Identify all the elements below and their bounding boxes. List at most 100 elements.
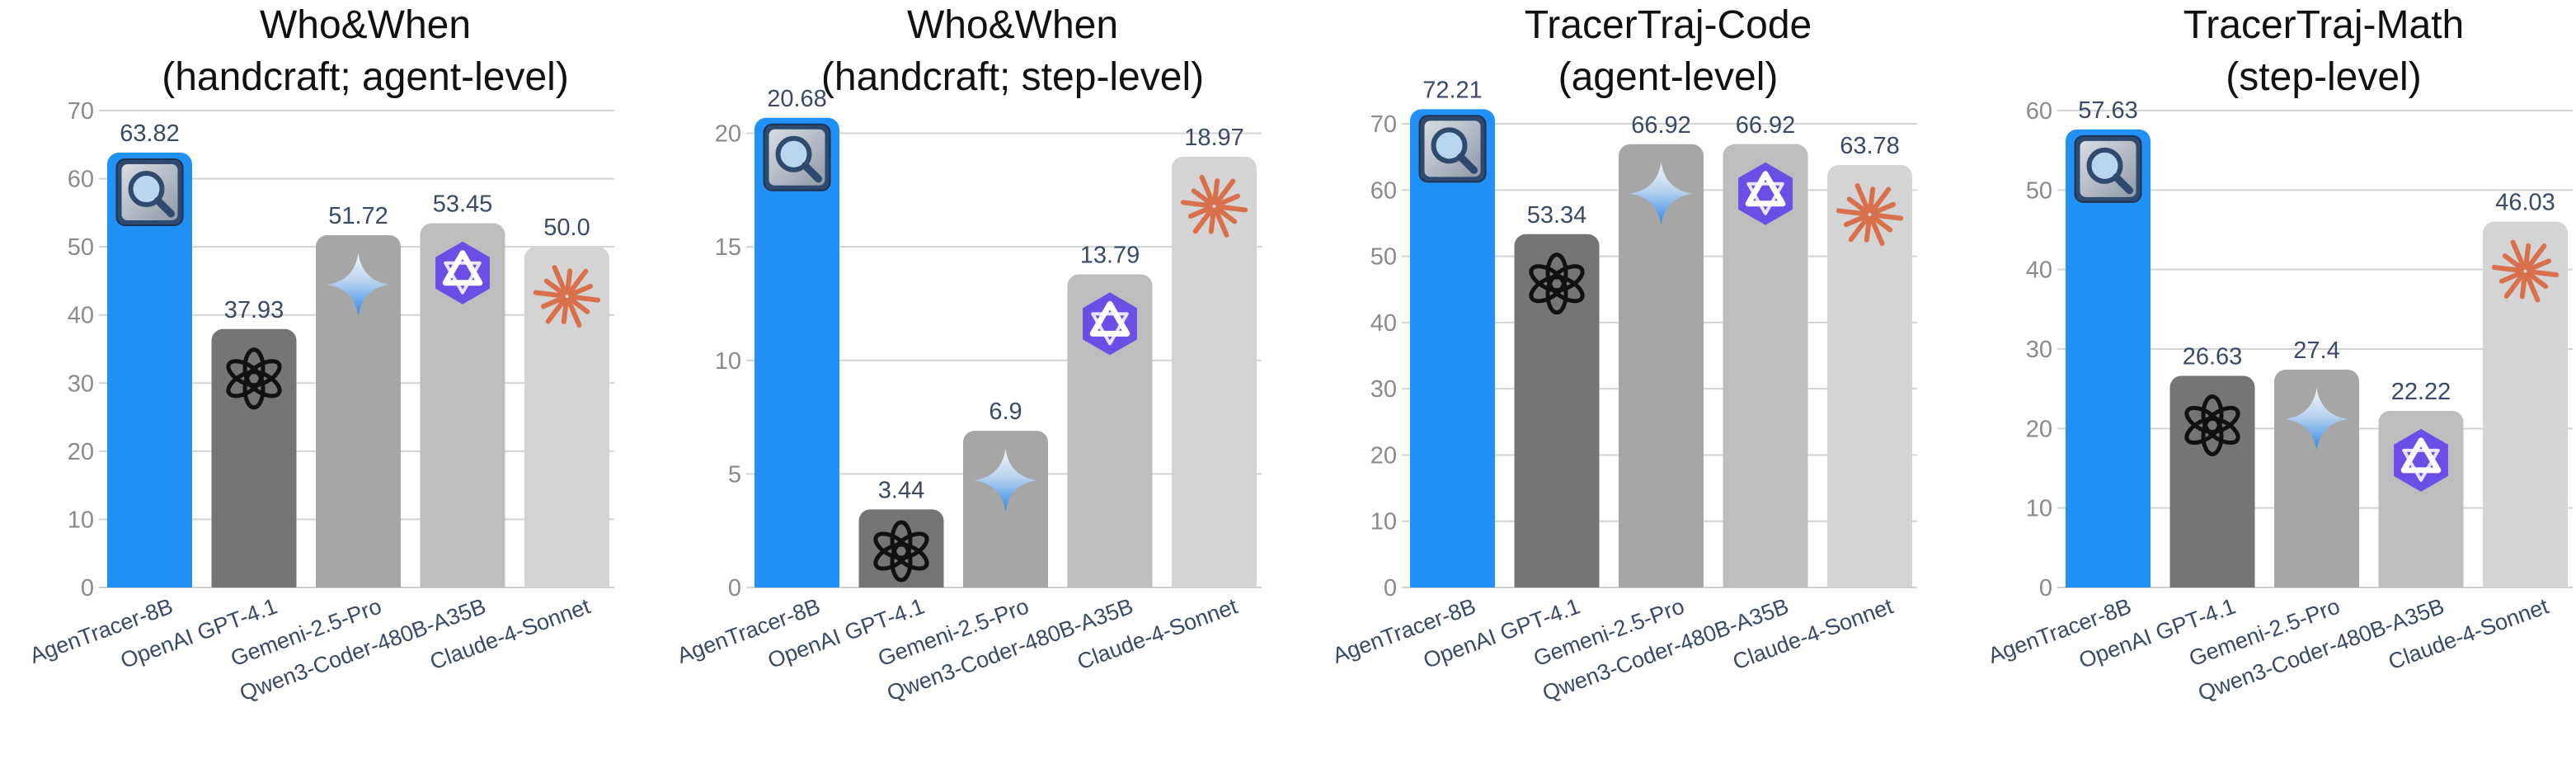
bar: [1514, 234, 1600, 587]
magnifier-icon: [1418, 115, 1487, 183]
data-label: 46.03: [2495, 190, 2555, 216]
bar: [316, 234, 401, 587]
y-tick-label: 20: [1370, 442, 1397, 469]
bar: [524, 247, 609, 587]
bar-base: [420, 576, 505, 587]
bar-base: [524, 576, 609, 587]
bar-base: [963, 576, 1048, 587]
bar-base: [1827, 576, 1912, 587]
bar-base: [2483, 576, 2568, 587]
openai-icon: [226, 347, 282, 410]
bar-base: [2274, 576, 2359, 587]
data-label: 18.97: [1184, 125, 1244, 151]
data-label: 57.63: [2078, 97, 2138, 124]
qwen-icon: [2394, 428, 2448, 492]
bar-base: [316, 576, 401, 587]
bar: [107, 153, 192, 587]
y-tick-label: 10: [1370, 509, 1397, 535]
bar: [1067, 274, 1153, 587]
y-tick-label: 40: [68, 303, 94, 329]
bar: [1410, 109, 1495, 588]
y-tick-label: 60: [2026, 98, 2052, 125]
y-tick-label: 40: [2026, 257, 2052, 284]
data-label: 20.68: [767, 86, 827, 112]
y-tick-label: 50: [68, 234, 94, 261]
data-label: 72.21: [1422, 77, 1483, 103]
qwen-icon: [1738, 162, 1793, 225]
y-tick-label: 70: [68, 98, 94, 125]
claude-icon: [533, 265, 601, 328]
data-label: 22.22: [2391, 379, 2451, 405]
bar-base: [2378, 576, 2464, 587]
chart-panel: TracerTraj-Math (step-level) 0 10 20 30 40 50 60…: [1985, 3, 2573, 705]
y-tick-label: 70: [1370, 111, 1397, 138]
y-tick-label: 40: [1370, 310, 1397, 337]
y-tick-label: 0: [1384, 575, 1397, 602]
y-tick-label: 10: [2026, 496, 2052, 522]
chart-title: TracerTraj-Math: [2183, 3, 2464, 47]
data-label: 26.63: [2183, 343, 2243, 370]
chart-title: Who&When: [907, 3, 1118, 47]
openai-icon: [2184, 394, 2240, 456]
y-tick-label: 0: [728, 575, 741, 602]
bar-base: [1514, 576, 1600, 587]
chart-title: Who&When: [260, 3, 471, 47]
bar-base: [107, 576, 192, 587]
y-tick-label: 15: [715, 234, 741, 261]
data-label: 27.4: [2293, 337, 2339, 364]
qwen-icon: [435, 241, 490, 304]
y-tick-label: 30: [68, 370, 94, 397]
chart-title: TracerTraj-Code: [1525, 3, 1812, 47]
bar-base: [1067, 576, 1153, 587]
bar: [1619, 144, 1704, 587]
gemini-icon: [327, 252, 390, 316]
chart-panel: Who&When (handcraft; step-level) 0 5 10 15 20 2…: [674, 3, 1262, 705]
chart-title: (step-level): [2226, 55, 2421, 99]
chart-title: (handcraft; step-level): [821, 55, 1204, 99]
bar: [754, 117, 839, 587]
y-tick-label: 50: [2026, 177, 2052, 204]
gemini-icon: [2285, 388, 2348, 451]
data-label: 6.9: [989, 399, 1022, 425]
openai-icon: [1529, 252, 1585, 315]
bar: [2066, 129, 2151, 587]
claude-icon: [1180, 174, 1248, 238]
chart-panel: TracerTraj-Code (agent-level) 0 10 20 30 40 50 6…: [1329, 3, 1917, 705]
data-label: 63.82: [120, 120, 180, 147]
y-tick-label: 10: [715, 348, 741, 375]
bar: [2274, 370, 2359, 587]
data-label: 50.0: [543, 215, 590, 241]
y-tick-label: 0: [2039, 575, 2052, 602]
data-label: 13.79: [1080, 242, 1140, 268]
data-label: 3.44: [878, 477, 924, 503]
bar-base: [2066, 576, 2151, 587]
y-tick-label: 20: [715, 121, 741, 148]
data-label: 37.93: [224, 297, 284, 323]
chart-title: (handcraft; agent-level): [162, 55, 569, 99]
bar-base: [2169, 576, 2255, 587]
y-tick-label: 30: [1370, 376, 1397, 403]
data-label: 53.45: [433, 191, 493, 218]
bar-base: [1172, 576, 1257, 587]
bar-base: [211, 576, 297, 587]
y-tick-label: 10: [68, 507, 94, 533]
bar-base: [1723, 576, 1808, 587]
gemini-icon: [1629, 162, 1693, 225]
bar-base: [754, 576, 839, 587]
claude-icon: [1836, 183, 1904, 246]
magnifier-icon: [763, 123, 831, 191]
data-label: 66.92: [1631, 112, 1691, 139]
gemini-icon: [974, 449, 1037, 512]
y-tick-label: 20: [2026, 416, 2052, 442]
data-label: 63.78: [1840, 133, 1900, 159]
y-tick-label: 0: [81, 575, 94, 602]
bar-base: [1619, 576, 1704, 587]
data-label: 66.92: [1736, 112, 1796, 139]
bar: [1172, 156, 1257, 587]
bar: [420, 223, 505, 587]
bar: [2169, 375, 2255, 587]
y-tick-label: 20: [68, 439, 94, 465]
qwen-icon: [1083, 292, 1137, 356]
magnifier-icon: [115, 158, 184, 227]
bar: [2483, 221, 2568, 587]
